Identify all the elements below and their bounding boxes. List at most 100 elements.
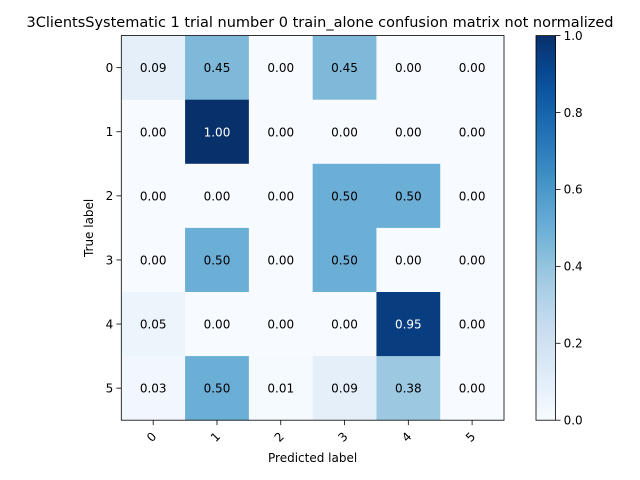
- cell-value-label: 0.50: [204, 382, 231, 396]
- cell-value-label: 1.00: [204, 125, 231, 139]
- y-axis-ticks: 0 1 2 3 4 5: [106, 61, 122, 395]
- cell-value-label: 0.00: [204, 189, 231, 203]
- cell-value-label: 0.00: [459, 318, 486, 332]
- heatmap-cell: [440, 227, 505, 293]
- x-axis-ticks: 0 1 2 3 4 5: [144, 420, 478, 445]
- heatmap-cell: [121, 99, 186, 165]
- heatmap-cell: [312, 163, 377, 229]
- heatmap-cell: [121, 292, 186, 357]
- cell-value-label: 0.45: [331, 61, 358, 75]
- heatmap-cell-labels: 0.09 0.45 0.00 0.45 0.00 0.00 0.00 1.00 0.00 0.00…: [140, 61, 486, 396]
- cell-value-label: 0.00: [331, 125, 358, 139]
- cell-value-label: 0.38: [395, 382, 422, 396]
- heatmap-cell: [312, 292, 377, 357]
- heatmap-cell: [440, 99, 505, 165]
- y-tick-label: 3: [106, 253, 114, 267]
- x-tick-label: 0: [144, 429, 159, 444]
- x-axis-label: Predicted label: [268, 451, 357, 465]
- cell-value-label: 0.00: [140, 189, 167, 203]
- heatmap-cell: [312, 227, 377, 293]
- heatmap-cell: [376, 35, 441, 100]
- cell-value-label: 0.00: [395, 61, 422, 75]
- cell-value-label: 0.05: [140, 318, 167, 332]
- cell-value-label: 0.00: [331, 318, 358, 332]
- heatmap-cell: [121, 35, 186, 100]
- heatmap-cell: [312, 356, 377, 421]
- cell-value-label: 0.45: [204, 61, 231, 75]
- cell-value-label: 0.00: [267, 61, 294, 75]
- heatmap-cell: [185, 99, 250, 165]
- heatmap-cell: [248, 356, 313, 421]
- cell-value-label: 0.00: [395, 253, 422, 267]
- colorbar: [536, 35, 556, 421]
- x-tick-label: 3: [335, 429, 350, 444]
- colorbar-ticks: 0.0 0.2 0.4 0.6 0.8 1.0: [555, 29, 583, 428]
- heatmap-cell: [121, 163, 186, 229]
- x-tick-label: 4: [399, 429, 414, 444]
- heatmap-cell: [248, 35, 313, 100]
- plot-frame: [120, 35, 505, 421]
- x-tick-label: 2: [272, 429, 287, 444]
- heatmap-cell: [376, 292, 441, 357]
- y-tick-label: 4: [106, 317, 114, 331]
- cell-value-label: 0.00: [267, 125, 294, 139]
- cell-value-label: 0.01: [267, 382, 294, 396]
- heatmap-cell: [185, 227, 250, 293]
- cell-value-label: 0.95: [395, 318, 422, 332]
- colorbar-tick-label: 0.0: [564, 414, 583, 428]
- heatmap-cell: [376, 163, 441, 229]
- cell-value-label: 0.03: [140, 382, 167, 396]
- heatmap-cell: [440, 292, 505, 357]
- colorbar-tick-label: 0.8: [564, 106, 583, 120]
- cell-value-label: 0.00: [267, 253, 294, 267]
- colorbar-tick-label: 0.2: [564, 337, 583, 351]
- y-tick-label: 5: [106, 381, 114, 395]
- heatmap-cell: [185, 35, 250, 100]
- heatmap-cell: [248, 292, 313, 357]
- cell-value-label: 0.09: [331, 382, 358, 396]
- cell-value-label: 0.00: [459, 382, 486, 396]
- colorbar-frame: [535, 35, 557, 421]
- heatmap-cell: [121, 227, 186, 293]
- heatmap-cell: [312, 35, 377, 100]
- cell-value-label: 0.00: [459, 253, 486, 267]
- colorbar-tick-label: 0.6: [564, 183, 583, 197]
- heatmap-cells: [121, 35, 505, 421]
- heatmap-cell: [376, 356, 441, 421]
- cell-value-label: 0.50: [331, 253, 358, 267]
- cell-value-label: 0.00: [204, 318, 231, 332]
- cell-value-label: 0.50: [204, 253, 231, 267]
- heatmap-cell: [248, 163, 313, 229]
- heatmap-cell: [376, 99, 441, 165]
- heatmap-cell: [312, 99, 377, 165]
- heatmap-cell: [248, 227, 313, 293]
- cell-value-label: 0.00: [140, 125, 167, 139]
- cell-value-label: 0.00: [140, 253, 167, 267]
- cell-value-label: 0.00: [267, 189, 294, 203]
- heatmap-cell: [185, 292, 250, 357]
- heatmap-cell: [121, 356, 186, 421]
- cell-value-label: 0.00: [459, 61, 486, 75]
- colorbar-tick-label: 0.4: [564, 260, 583, 274]
- cell-value-label: 0.00: [395, 125, 422, 139]
- colorbar-tick-label: 1.0: [564, 29, 583, 43]
- cell-value-label: 0.50: [331, 189, 358, 203]
- cell-value-label: 0.09: [140, 61, 167, 75]
- x-tick-label: 1: [208, 429, 223, 444]
- heatmap-cell: [376, 227, 441, 293]
- y-tick-label: 0: [106, 61, 114, 75]
- cell-value-label: 0.00: [459, 189, 486, 203]
- heatmap-cell: [440, 163, 505, 229]
- x-tick-label: 5: [463, 429, 478, 444]
- y-tick-label: 2: [106, 189, 114, 203]
- heatmap-cell: [248, 99, 313, 165]
- cell-value-label: 0.00: [459, 125, 486, 139]
- heatmap-cell: [440, 35, 505, 100]
- chart-title: 3ClientsSystematic 1 trial number 0 trai…: [27, 15, 614, 31]
- y-tick-label: 1: [106, 125, 114, 139]
- y-axis-label: True label: [82, 199, 96, 258]
- cell-value-label: 0.00: [267, 318, 294, 332]
- heatmap-cell: [185, 356, 250, 421]
- cell-value-label: 0.50: [395, 189, 422, 203]
